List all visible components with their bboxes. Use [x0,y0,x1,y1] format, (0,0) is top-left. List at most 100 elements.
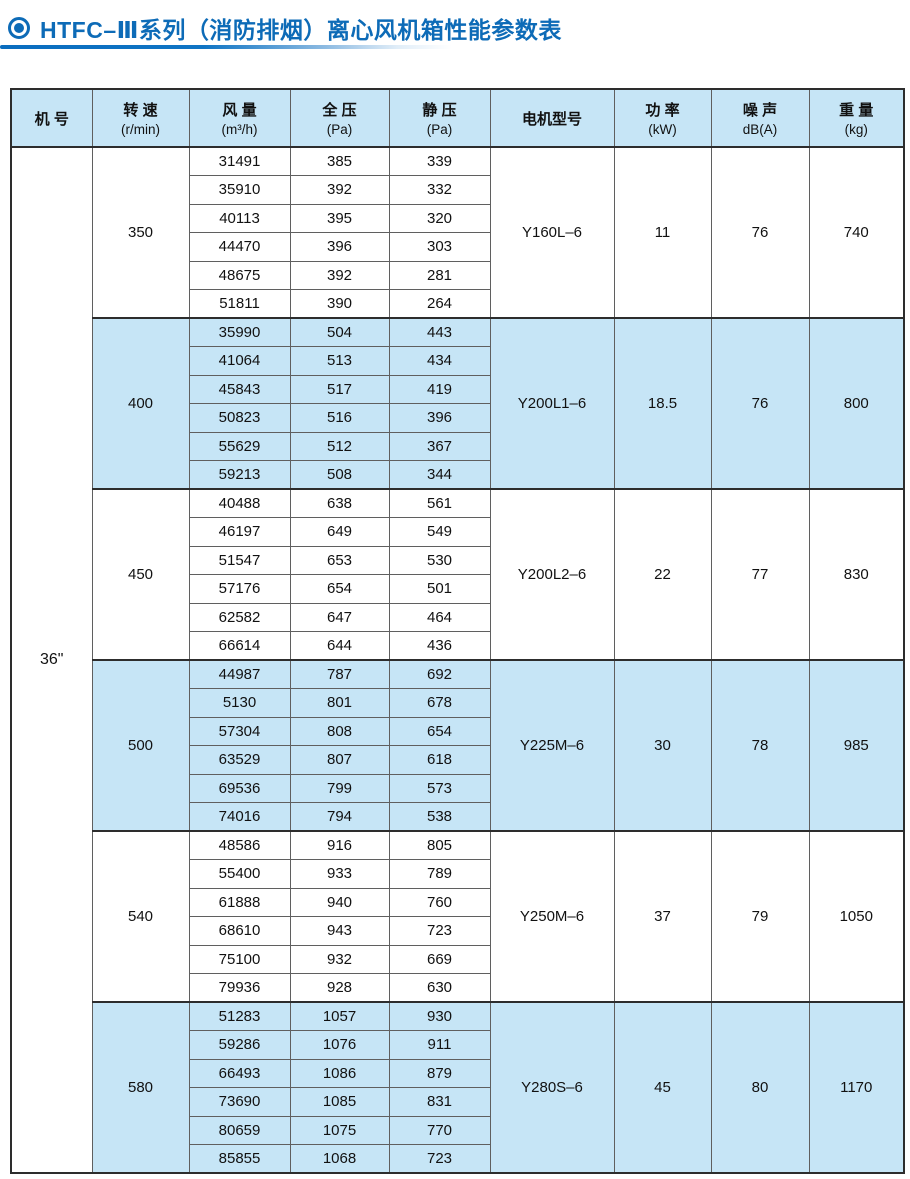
header-label: 全 压 [322,102,357,119]
table-row: 51811 390 264 [11,289,904,319]
cell-airflow: 62582 [188,602,291,632]
header-unit: (Pa) [326,122,353,137]
page-header: HTFC–Ⅲ系列（消防排烟）离心风机箱性能参数表 [8,11,562,45]
header-unit: (kW) [648,122,677,137]
cell-airflow: 46197 [188,517,291,547]
table-row: 51547 653 530 [11,545,904,575]
cell-static-pressure: 930 [388,1001,491,1031]
cell-total-pressure: 647 [289,602,390,632]
table-row: 41064 513 434 [11,346,904,376]
cell-airflow: 45843 [188,374,291,404]
cell-airflow: 40113 [188,203,291,233]
cell-static-pressure: 723 [388,916,491,946]
cell-total-pressure: 654 [289,574,390,604]
cell-airflow: 55400 [188,859,291,889]
cell-airflow: 55629 [188,431,291,461]
cell-airflow: 57176 [188,574,291,604]
cell-airflow: 48675 [188,260,291,290]
table-row: 61888 940 760 [11,887,904,917]
table-body: 36" 350 31491 385 339 Y160L–6 11 76 740 35910 392 3… [10,146,905,1174]
cell-total-pressure: 513 [289,346,390,376]
cell-airflow: 35910 [188,175,291,205]
cell-power: 18.5 [613,317,712,490]
cell-airflow: 48586 [188,830,291,860]
header-label: 功 率 [645,102,680,119]
cell-static-pressure: 911 [388,1030,491,1060]
bullseye-icon [8,17,30,39]
cell-airflow: 63529 [188,745,291,775]
cell-total-pressure: 928 [289,973,390,1003]
table-row: 5130 801 678 [11,688,904,718]
cell-static-pressure: 692 [388,659,491,689]
cell-airflow: 74016 [188,802,291,832]
header-machine-no: 机 号 [10,88,93,148]
cell-motor-model: Y200L2–6 [489,488,615,661]
table-row: 36" 350 31491 385 339 Y160L–6 11 76 740 [10,146,905,1174]
cell-static-pressure: 436 [388,631,491,661]
cell-speed: 580 [91,1001,190,1174]
cell-total-pressure: 653 [289,545,390,575]
cell-total-pressure: 794 [289,802,390,832]
cell-total-pressure: 508 [289,460,390,490]
table-row: 35910 392 332 [11,175,904,205]
cell-airflow: 80659 [188,1115,291,1145]
cell-power: 22 [613,488,712,661]
header-label: 风 量 [222,102,257,119]
cell-static-pressure: 654 [388,716,491,746]
cell-static-pressure: 339 [388,146,491,176]
table-row: 55400 933 789 [11,859,904,889]
cell-static-pressure: 434 [388,346,491,376]
header-total-pressure: 全 压 (Pa) [289,88,390,148]
cell-total-pressure: 1068 [289,1144,390,1174]
cell-static-pressure: 344 [388,460,491,490]
cell-total-pressure: 1085 [289,1087,390,1117]
cell-noise: 79 [710,830,810,1003]
cell-airflow: 61888 [188,887,291,917]
cell-static-pressure: 561 [388,488,491,518]
cell-airflow: 5130 [188,688,291,718]
cell-power: 11 [613,146,712,319]
cell-airflow: 44987 [188,659,291,689]
cell-noise: 76 [710,146,810,319]
cell-static-pressure: 573 [388,773,491,803]
header-label: 机 号 [34,110,69,128]
cell-total-pressure: 392 [289,175,390,205]
cell-total-pressure: 385 [289,146,390,176]
cell-airflow: 44470 [188,232,291,262]
cell-speed: 540 [91,830,190,1003]
cell-airflow: 51283 [188,1001,291,1031]
header-power: 功 率 (kW) [613,88,712,148]
table-row: 80659 1075 770 [11,1115,904,1145]
header-row: 机 号 转 速 (r/min) 风 量 (m³/h) 全 压 (Pa) 静 压 [10,88,905,148]
cell-total-pressure: 940 [289,887,390,917]
cell-total-pressure: 1086 [289,1058,390,1088]
cell-static-pressure: 630 [388,973,491,1003]
cell-motor-model: Y225M–6 [489,659,615,832]
cell-total-pressure: 638 [289,488,390,518]
cell-static-pressure: 831 [388,1087,491,1117]
cell-airflow: 59286 [188,1030,291,1060]
cell-weight: 985 [808,659,905,832]
cell-power: 37 [613,830,712,1003]
cell-noise: 80 [710,1001,810,1174]
cell-static-pressure: 549 [388,517,491,547]
cell-airflow: 79936 [188,973,291,1003]
cell-airflow: 41064 [188,346,291,376]
cell-airflow: 59213 [188,460,291,490]
cell-motor-model: Y280S–6 [489,1001,615,1174]
cell-airflow: 57304 [188,716,291,746]
performance-table: 机 号 转 速 (r/min) 风 量 (m³/h) 全 压 (Pa) 静 压 [10,88,905,1174]
cell-static-pressure: 530 [388,545,491,575]
cell-total-pressure: 644 [289,631,390,661]
cell-airflow: 50823 [188,403,291,433]
cell-speed: 400 [91,317,190,490]
cell-weight: 800 [808,317,905,490]
cell-static-pressure: 723 [388,1144,491,1174]
cell-airflow: 66614 [188,631,291,661]
cell-airflow: 75100 [188,944,291,974]
cell-airflow: 73690 [188,1087,291,1117]
table-row: 59286 1076 911 [11,1030,904,1060]
cell-static-pressure: 332 [388,175,491,205]
table-row: 44470 396 303 [11,232,904,262]
table-row: 55629 512 367 [11,431,904,461]
